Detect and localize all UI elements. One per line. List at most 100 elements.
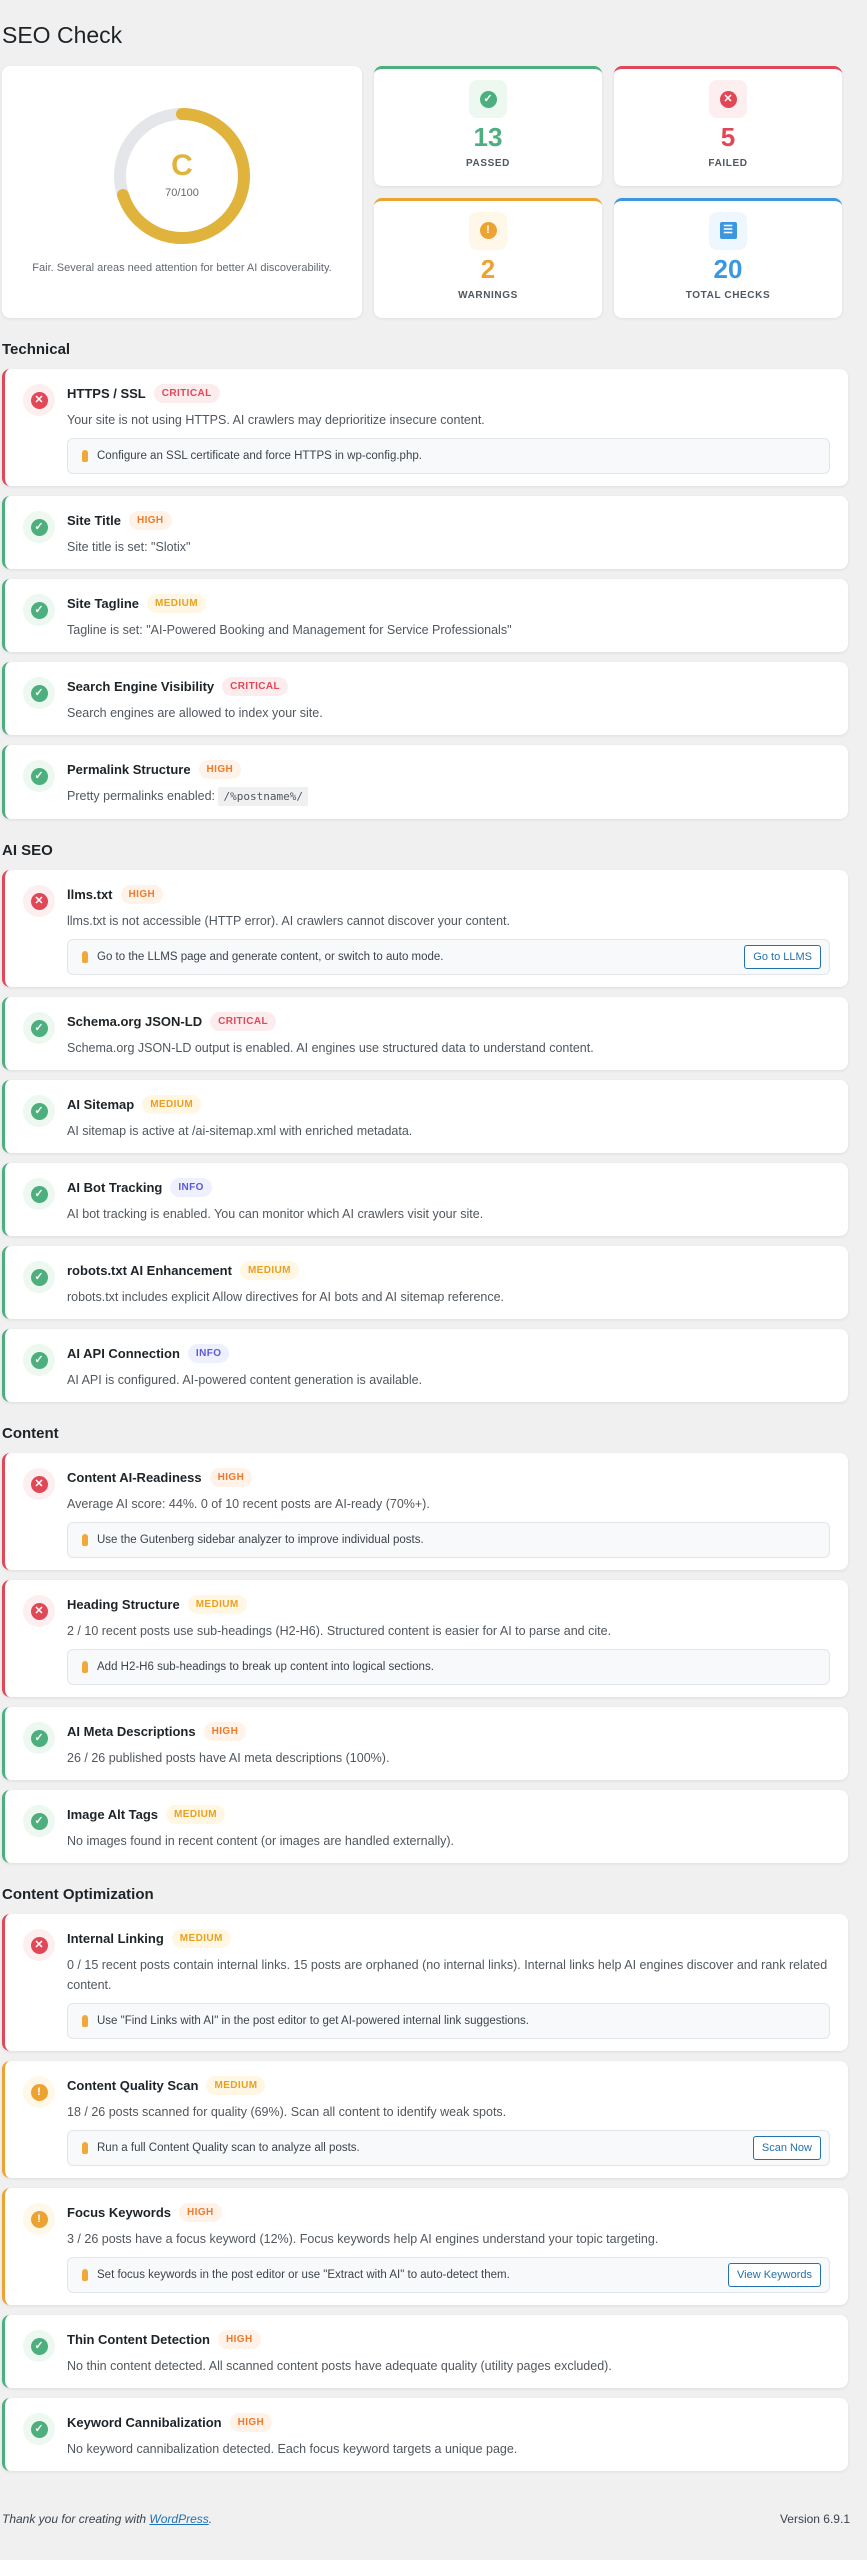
check-circle-icon: ✓ [23, 1805, 55, 1837]
check-circle-icon: ✓ [23, 2413, 55, 2445]
stat-label: FAILED [708, 158, 748, 169]
check-title: Heading Structure [67, 1596, 180, 1612]
severity-badge: HIGH [120, 884, 164, 904]
check-title: Content AI-Readiness [67, 1469, 202, 1485]
wordpress-link[interactable]: WordPress [149, 2512, 209, 2526]
x-circle-icon: ✕ [23, 885, 55, 917]
check-card: ✓ Thin Content Detection HIGH No thin co… [2, 2315, 848, 2388]
severity-badge: HIGH [229, 2412, 273, 2432]
severity-badge: HIGH [128, 510, 172, 530]
check-card: ✓ Site Tagline MEDIUM Tagline is set: "A… [2, 579, 848, 652]
stat-card-warnings: ! 2 WARNINGS [374, 197, 602, 318]
check-card: ! Focus Keywords HIGH 3 / 26 posts have … [2, 2188, 848, 2305]
check-title: Content Quality Scan [67, 2077, 199, 2093]
check-title: Keyword Cannibalization [67, 2414, 222, 2430]
lightbulb-icon [82, 1534, 88, 1546]
lightbulb-icon [82, 2269, 88, 2281]
hint-box: Use the Gutenberg sidebar analyzer to im… [67, 1522, 830, 1558]
check-card: ✕ Heading Structure MEDIUM 2 / 10 recent… [2, 1580, 848, 1697]
check-card: ✓ Schema.org JSON-LD CRITICAL Schema.org… [2, 997, 848, 1070]
severity-badge: MEDIUM [239, 1260, 299, 1280]
severity-badge: MEDIUM [187, 1594, 247, 1614]
check-title: Site Tagline [67, 595, 139, 611]
check-card: ✓ Search Engine Visibility CRITICAL Sear… [2, 662, 848, 735]
score-ring: C 70/100 [112, 106, 252, 246]
hint-box: Go to the LLMS page and generate content… [67, 939, 830, 975]
check-circle-icon: ✓ [23, 1095, 55, 1127]
view-keywords-button[interactable]: View Keywords [728, 2263, 821, 2287]
severity-badge: HIGH [209, 1467, 253, 1487]
severity-badge: CRITICAL [153, 383, 220, 403]
check-description: Average AI score: 44%. 0 of 10 recent po… [67, 1497, 430, 1511]
check-title: Internal Linking [67, 1930, 164, 1946]
exclamation-circle-icon: ! [469, 211, 507, 250]
lightbulb-icon [82, 450, 88, 462]
x-circle-icon: ✕ [23, 1929, 55, 1961]
check-card: ✕ Internal Linking MEDIUM 0 / 15 recent … [2, 1914, 848, 2051]
footer: Thank you for creating with WordPress. V… [2, 2511, 850, 2547]
check-circle-icon: ✓ [23, 760, 55, 792]
footer-thanks: Thank you for creating with WordPress. [2, 2512, 213, 2526]
check-title: robots.txt AI Enhancement [67, 1262, 232, 1278]
permalink-code: /%postname%/ [218, 787, 308, 806]
lightbulb-icon [82, 2142, 88, 2154]
page-title: SEO Check [2, 22, 123, 48]
footer-version: Version 6.9.1 [779, 2512, 850, 2526]
check-circle-icon: ✓ [23, 511, 55, 543]
stat-card-failed: ✕ 5 FAILED [614, 66, 842, 186]
section-heading: Technical [2, 341, 71, 358]
hint-box: Set focus keywords in the post editor or… [67, 2257, 830, 2293]
section-heading: Content Optimization [2, 1886, 154, 1903]
check-description: No keyword cannibalization detected. Eac… [67, 2442, 518, 2456]
hint-text: Use "Find Links with AI" in the post edi… [97, 2015, 529, 2027]
check-description: AI API is configured. AI-powered content… [67, 1373, 423, 1387]
check-circle-icon: ✓ [23, 1261, 55, 1293]
check-title: Thin Content Detection [67, 2331, 210, 2347]
check-description: 26 / 26 published posts have AI meta des… [67, 1751, 390, 1765]
check-card: ✓ AI Bot Tracking INFO AI bot tracking i… [2, 1163, 848, 1236]
check-circle-icon: ✓ [23, 1722, 55, 1754]
check-title: Schema.org JSON-LD [67, 1013, 203, 1029]
check-description: Schema.org JSON-LD output is enabled. AI… [67, 1041, 594, 1055]
check-description: Pretty permalinks enabled: [67, 789, 215, 803]
hint-box: Use "Find Links with AI" in the post edi… [67, 2003, 830, 2039]
x-circle-icon: ✕ [23, 1595, 55, 1627]
check-title: Image Alt Tags [67, 1806, 159, 1822]
hint-text: Run a full Content Quality scan to analy… [97, 2142, 360, 2154]
hint-text: Configure an SSL certificate and force H… [97, 450, 422, 462]
x-circle-icon: ✕ [709, 80, 747, 118]
check-description: AI bot tracking is enabled. You can moni… [67, 1207, 484, 1221]
lightbulb-icon [82, 951, 88, 963]
check-card: ! Content Quality Scan MEDIUM 18 / 26 po… [2, 2061, 848, 2178]
stat-value: 2 [480, 253, 496, 284]
check-description: Tagline is set: "AI-Powered Booking and … [67, 623, 512, 637]
stat-value: 5 [720, 122, 736, 152]
severity-badge: HIGH [179, 2202, 222, 2222]
check-description: Your site is not using HTTPS. AI crawler… [67, 413, 485, 427]
check-title: HTTPS / SSL [67, 385, 146, 401]
check-description: robots.txt includes explicit Allow direc… [67, 1290, 505, 1304]
check-card: ✓ Image Alt Tags MEDIUM No images found … [2, 1790, 848, 1863]
severity-badge: MEDIUM [206, 2075, 266, 2095]
severity-badge: HIGH [198, 759, 242, 779]
check-card: ✓ Permalink Structure HIGH Pretty permal… [2, 745, 848, 819]
severity-badge: HIGH [218, 2329, 261, 2349]
stat-card-passed: ✓ 13 PASSED [374, 66, 602, 186]
check-circle-icon: ✓ [23, 2330, 55, 2362]
score-card: C 70/100 Fair. Several areas need attent… [2, 66, 362, 318]
check-title: llms.txt [67, 886, 113, 902]
stat-label: PASSED [466, 158, 510, 169]
severity-badge: MEDIUM [171, 1928, 231, 1948]
scan-now-button[interactable]: Scan Now [752, 2136, 821, 2160]
check-circle-icon: ✓ [23, 1344, 55, 1376]
check-description: No thin content detected. All scanned co… [67, 2359, 612, 2373]
check-card: ✓ AI Sitemap MEDIUM AI sitemap is active… [2, 1080, 848, 1153]
check-title: AI Bot Tracking [67, 1179, 163, 1195]
go-to-llms-button[interactable]: Go to LLMS [744, 945, 821, 969]
severity-badge: CRITICAL [210, 1011, 276, 1031]
check-title: Site Title [67, 512, 121, 528]
hint-box: Configure an SSL certificate and force H… [67, 438, 830, 474]
check-circle-icon: ✓ [23, 1012, 55, 1044]
score-message: Fair. Several areas need attention for b… [32, 262, 332, 274]
check-circle-icon: ✓ [23, 677, 55, 709]
